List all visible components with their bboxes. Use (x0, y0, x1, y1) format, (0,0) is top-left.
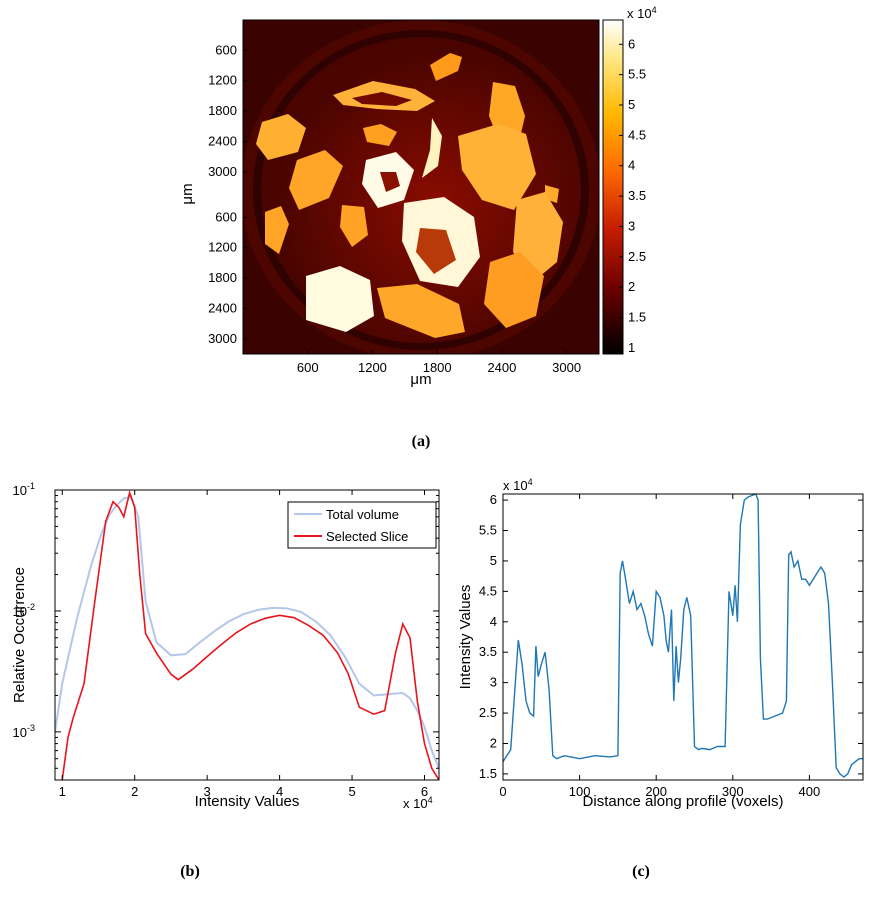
colorbar-exponent: x 104 (627, 5, 657, 21)
colorbar-tick-label: 4.5 (628, 127, 646, 142)
panel-a-y-tick-label: 600 (215, 42, 237, 57)
panel-b-x-exponent: x 104 (403, 795, 433, 811)
panel-b-ylabel: Relative Occurrence (11, 567, 28, 703)
panel-a-x-tick-label: 600 (297, 360, 319, 375)
panel-c-plot-area (503, 494, 863, 778)
panel-c-y-tick-label: 3 (490, 675, 497, 690)
caption-c: (c) (632, 863, 650, 880)
colorbar-tick-label: 3 (628, 218, 635, 233)
panel-a-y-tick-label: 3000 (208, 331, 237, 346)
panel-c-y-tick-label: 3.5 (479, 644, 497, 659)
legend-box (287, 501, 437, 549)
colorbar-tick-label: 5 (628, 97, 635, 112)
colorbar-tick-label: 1.5 (628, 310, 646, 325)
colorbar-tick-label: 2.5 (628, 249, 646, 264)
panel-c-y-tick-label: 2.5 (479, 705, 497, 720)
panel-b-legend: Total volume Selected Slice (287, 501, 437, 549)
panel-a: 600 1200 1800 2400 3000 60012001800240030006… (179, 5, 657, 450)
colorbar-tick-label: 2 (628, 279, 635, 294)
panel-a-y-tick-label: 2400 (208, 300, 237, 315)
panel-b-x-tick-label: 2 (131, 784, 138, 799)
panel-c-y-tick-label: 6 (490, 492, 497, 507)
panel-a-y-tick-label: 1800 (208, 103, 237, 118)
panel-c-xlabel: Distance along profile (voxels) (583, 793, 784, 810)
panel-c-y-exponent: x 104 (503, 477, 533, 493)
panel-b-x-tick-label: 6 (421, 784, 428, 799)
series-line-total-volume (55, 495, 439, 769)
panel-c-ylabel: Intensity Values (457, 585, 474, 690)
ct-slice-image (243, 20, 599, 354)
panel-a-xlabel: μm (410, 371, 431, 388)
legend-label-selected-slice: Selected Slice (326, 529, 408, 544)
panel-a-y-tick-label: 1200 (208, 73, 237, 88)
panel-c-y-tick-label: 4 (490, 614, 497, 629)
panel-a-y-ticks: 600 1200 1800 2400 3000 600 1200 1800 2400 3000 (208, 42, 247, 346)
panel-c-x-tick-label: 200 (645, 784, 667, 799)
panel-c-x-tick-label: 0 (499, 784, 506, 799)
panel-c-x-ticks: 0 100 200 300 400 (499, 494, 820, 799)
caption-a: (a) (412, 433, 431, 450)
panel-c-y-tick-label: 5.5 (479, 523, 497, 538)
panel-c-y-tick-label: 2 (490, 735, 497, 750)
panel-c-y-tick-label: 4.5 (479, 583, 497, 598)
panel-a-y-tick-label: 2400 (208, 133, 237, 148)
panel-b-x-tick-label: 1 (59, 784, 66, 799)
panel-c-x-tick-label: 300 (722, 784, 744, 799)
panel-c-y-tick-label: 5 (490, 553, 497, 568)
panel-c-y-ticks: 1.5 2 2.5 3 3.5 4 4.5 5 5.5 6 (479, 492, 863, 781)
series-line-profile (503, 494, 863, 778)
panel-c-x-tick-label: 100 (569, 784, 591, 799)
colorbar-tick-label: 1 (628, 340, 635, 355)
panel-a-x-tick-label: 2400 (487, 360, 516, 375)
panel-a-y-tick-label: 3000 (208, 164, 237, 179)
panel-b-x-tick-label: 4 (276, 784, 283, 799)
panel-a-y-tick-label: 600 (215, 209, 237, 224)
panel-b-frame (54, 489, 440, 781)
panel-a-frame (242, 19, 600, 355)
panel-c-x-tick-label: 400 (799, 784, 821, 799)
colorbar-tick-label: 6 (628, 36, 635, 51)
colorbar-ticks: 6 5.5 5 4.5 4 3.5 3 2.5 2 1.5 1 (619, 36, 646, 355)
legend-label-total-volume: Total volume (326, 507, 399, 522)
panel-b-y-tick-label: 10-3 (13, 723, 35, 740)
panel-a-x-tick-label: 3000 (552, 360, 581, 375)
panel-a-ylabel: μm (179, 183, 196, 204)
colorbar-tick-label: 3.5 (628, 188, 646, 203)
panel-b-plot-area (55, 490, 439, 780)
panel-c-y-tick-label: 1.5 (479, 766, 497, 781)
panel-a-y-tick-label: 1200 (208, 240, 237, 255)
panel-b-xlabel: Intensity Values (195, 793, 300, 810)
panel-b-y-tick-label: 10-2 (13, 602, 35, 619)
panel-a-y-tick-label: 1800 (208, 270, 237, 285)
panel-a-x-tick-label: 1800 (423, 360, 452, 375)
panel-b: 1 2 3 4 5 6 10-1 10-2 10-3 Intensity Values Rel… (11, 481, 440, 880)
panel-b-x-ticks: 1 2 3 4 5 6 (59, 490, 428, 799)
panel-c: 0 100 200 300 400 1.5 2 2.5 3 3.5 4 4.5 5 5.5 6 Dista… (457, 477, 864, 880)
panel-c-frame (502, 493, 864, 781)
panel-b-x-tick-label: 3 (204, 784, 211, 799)
panel-a-x-tick-label: 1200 (358, 360, 387, 375)
panel-b-x-tick-label: 5 (348, 784, 355, 799)
colorbar-tick-label: 5.5 (628, 67, 646, 82)
panel-a-x-ticks: 600 1200 1800 2400 3000 (297, 350, 581, 375)
series-line-selected-slice (61, 490, 439, 780)
caption-b: (b) (180, 863, 200, 880)
colorbar (602, 19, 624, 355)
colorbar-tick-label: 4 (628, 158, 635, 173)
panel-b-y-tick-label: 10-1 (13, 481, 35, 498)
